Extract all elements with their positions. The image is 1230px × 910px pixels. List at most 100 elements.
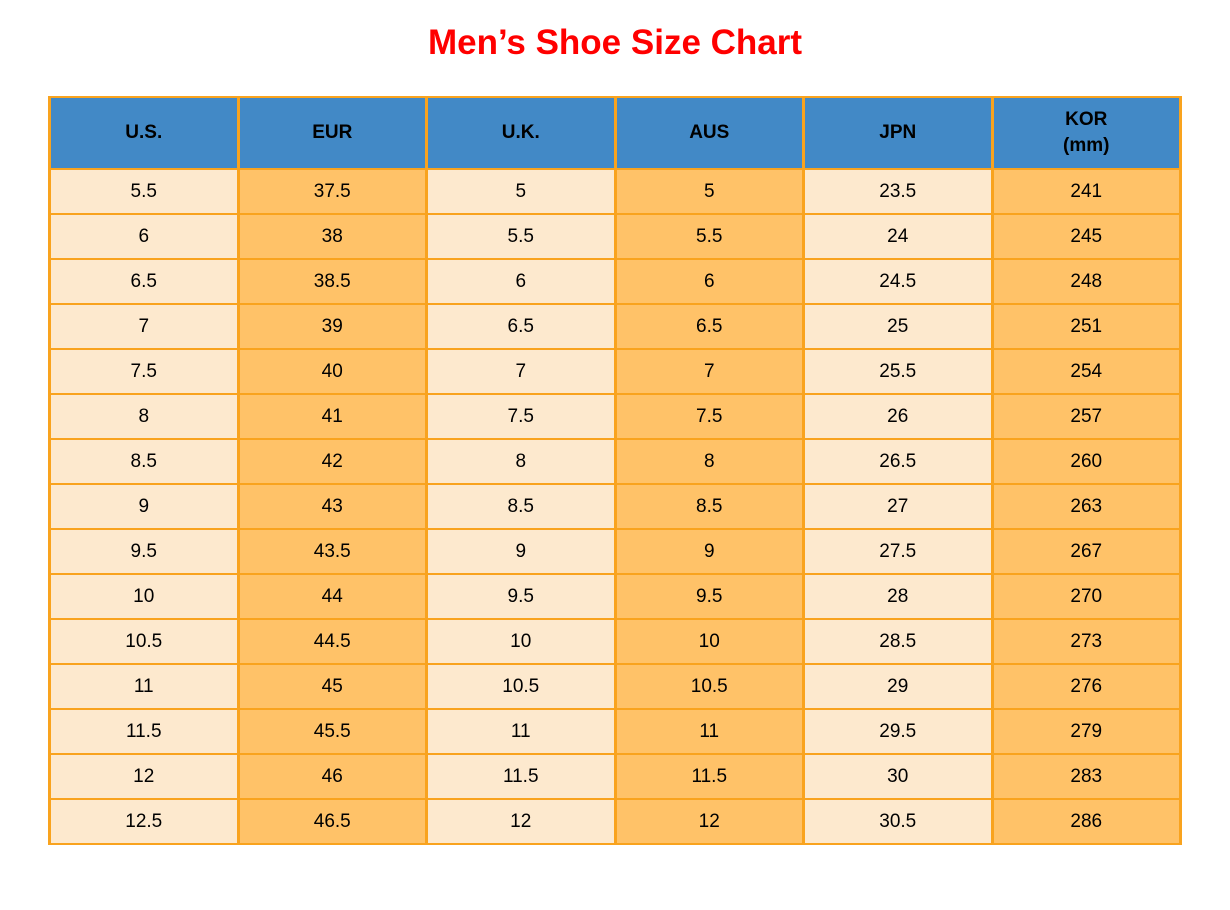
table-cell: 45.5 [236, 708, 428, 755]
table-row: 12.5 46.5 12 12 30.5 286 [48, 798, 1182, 845]
table-row: 6 38 5.5 5.5 24 245 [48, 213, 1182, 260]
table-cell: 11.5 [48, 708, 240, 755]
table-cell: 7.5 [48, 348, 240, 395]
page-title: Men’s Shoe Size Chart [427, 23, 803, 62]
table-cell: 12 [425, 798, 617, 845]
table-cell: 11 [613, 708, 805, 755]
header-row: U.S. EUR U.K. AUS JPN KOR (mm) [48, 96, 1182, 170]
table-cell: 5 [613, 168, 805, 215]
table-cell: 5.5 [425, 213, 617, 260]
table-cell: 44 [236, 573, 428, 620]
column-label: U.S. [125, 122, 163, 143]
table-cell: 270 [990, 573, 1182, 620]
table-cell: 12 [48, 753, 240, 800]
table-cell: 46.5 [236, 798, 428, 845]
table-cell: 41 [236, 393, 428, 440]
table-cell: 6 [425, 258, 617, 305]
table-cell: 241 [990, 168, 1182, 215]
table-cell: 9 [48, 483, 240, 530]
table-row: 10 44 9.5 9.5 28 270 [48, 573, 1182, 620]
table-cell: 30 [802, 753, 994, 800]
table-cell: 8.5 [425, 483, 617, 530]
table-cell: 44.5 [236, 618, 428, 665]
table-cell: 9 [425, 528, 617, 575]
table-cell: 6 [48, 213, 240, 260]
table-cell: 37.5 [236, 168, 428, 215]
column-label: EUR [312, 122, 353, 143]
table-cell: 8 [613, 438, 805, 485]
table-row: 8 41 7.5 7.5 26 257 [48, 393, 1182, 440]
table-row: 7 39 6.5 6.5 25 251 [48, 303, 1182, 350]
table-cell: 6.5 [425, 303, 617, 350]
table-cell: 7 [48, 303, 240, 350]
table-cell: 11 [48, 663, 240, 710]
table-row: 8.5 42 8 8 26.5 260 [48, 438, 1182, 485]
column-header-aus: AUS [613, 96, 805, 170]
table-cell: 25 [802, 303, 994, 350]
table-cell: 251 [990, 303, 1182, 350]
table-cell: 30.5 [802, 798, 994, 845]
table-cell: 6.5 [48, 258, 240, 305]
table-cell: 46 [236, 753, 428, 800]
table-cell: 8.5 [613, 483, 805, 530]
table-cell: 7 [613, 348, 805, 395]
table-cell: 283 [990, 753, 1182, 800]
table-cell: 23.5 [802, 168, 994, 215]
table-cell: 26 [802, 393, 994, 440]
table-cell: 29.5 [802, 708, 994, 755]
table-cell: 42 [236, 438, 428, 485]
table-cell: 8.5 [48, 438, 240, 485]
table-cell: 29 [802, 663, 994, 710]
table-cell: 11 [425, 708, 617, 755]
table-cell: 6.5 [613, 303, 805, 350]
table-cell: 40 [236, 348, 428, 395]
table-cell: 10.5 [425, 663, 617, 710]
table-cell: 38.5 [236, 258, 428, 305]
table-cell: 257 [990, 393, 1182, 440]
table-cell: 27.5 [802, 528, 994, 575]
table-row: 5.5 37.5 5 5 23.5 241 [48, 168, 1182, 215]
table-row: 11 45 10.5 10.5 29 276 [48, 663, 1182, 710]
table-cell: 28 [802, 573, 994, 620]
table-cell: 24.5 [802, 258, 994, 305]
table-cell: 273 [990, 618, 1182, 665]
table-cell: 267 [990, 528, 1182, 575]
column-label: KOR [1065, 109, 1108, 130]
table-body: 5.5 37.5 5 5 23.5 241 6 38 5.5 5.5 24 245 6.5 38.5 6 6 2… [48, 168, 1182, 845]
column-sublabel: (mm) [1063, 135, 1110, 156]
table-cell: 43.5 [236, 528, 428, 575]
column-header-kor: KOR (mm) [990, 96, 1182, 170]
table-cell: 11.5 [425, 753, 617, 800]
table-cell: 10 [613, 618, 805, 665]
table-cell: 12 [613, 798, 805, 845]
table-cell: 5.5 [48, 168, 240, 215]
table-cell: 8 [48, 393, 240, 440]
table-cell: 279 [990, 708, 1182, 755]
column-label: AUS [689, 122, 730, 143]
table-cell: 26.5 [802, 438, 994, 485]
table-cell: 260 [990, 438, 1182, 485]
table-cell: 8 [425, 438, 617, 485]
table-cell: 254 [990, 348, 1182, 395]
column-label: U.K. [501, 122, 540, 143]
table-cell: 10.5 [48, 618, 240, 665]
table-cell: 38 [236, 213, 428, 260]
table-cell: 11.5 [613, 753, 805, 800]
table-cell: 7.5 [425, 393, 617, 440]
table-cell: 10 [425, 618, 617, 665]
table-header: U.S. EUR U.K. AUS JPN KOR (mm) [48, 96, 1182, 170]
table-cell: 25.5 [802, 348, 994, 395]
table-row: 9 43 8.5 8.5 27 263 [48, 483, 1182, 530]
table-cell: 286 [990, 798, 1182, 845]
table-cell: 7.5 [613, 393, 805, 440]
table-cell: 9.5 [48, 528, 240, 575]
table-cell: 10.5 [613, 663, 805, 710]
table-cell: 45 [236, 663, 428, 710]
table-cell: 27 [802, 483, 994, 530]
column-header-eur: EUR [236, 96, 428, 170]
table-cell: 263 [990, 483, 1182, 530]
column-header-uk: U.K. [425, 96, 617, 170]
table-cell: 39 [236, 303, 428, 350]
table-cell: 6 [613, 258, 805, 305]
table-cell: 245 [990, 213, 1182, 260]
